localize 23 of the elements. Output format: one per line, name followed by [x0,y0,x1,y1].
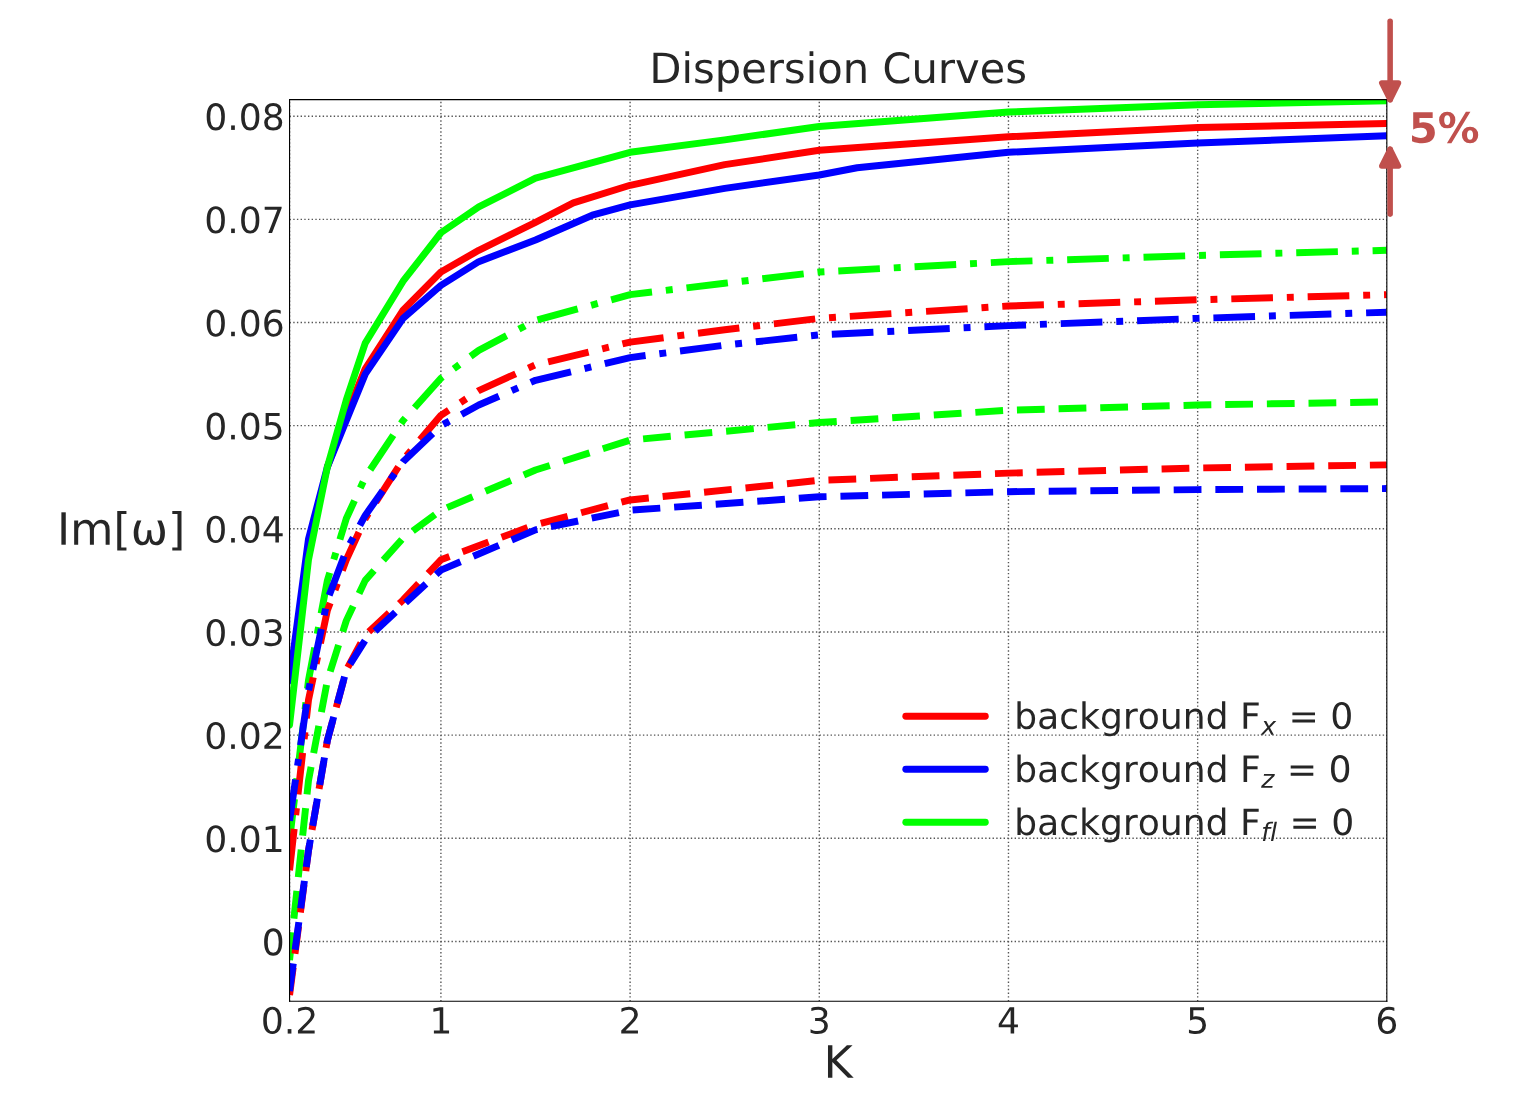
y-tick-label: 0.06 [206,309,283,337]
x-tick-label: 4 [998,1007,1018,1034]
y-tick-label: 0 [264,928,283,956]
x-tick-label: 5 [1188,1007,1206,1035]
y-tick-label: 0.07 [206,206,282,234]
x-tick-label: 3 [810,1006,828,1035]
y-tick-label: 0.03 [206,618,282,647]
x-tick-label: 6 [1377,1006,1397,1035]
x-axis-title: K [827,1045,854,1078]
legend-label: background F$_{x}$ = 0 [1017,701,1351,737]
y-tick-label: 0.01 [206,825,282,853]
text: 5% [1412,111,1479,144]
y-axis-title: Im[ω] [61,510,182,551]
legend-label: background F$_{fl}$ = 0 [1017,807,1352,843]
legend-label: background F$_{z}$ = 0 [1017,754,1350,790]
x-tick-label: 1 [433,1007,450,1034]
x-tick-label: 0.2 [263,1006,315,1035]
y-tick-label: 0.08 [206,103,283,131]
y-tick-label: 0.05 [206,412,282,440]
y-tick-label: 0.04 [206,515,283,544]
y-tick-label: 0.02 [206,722,282,750]
chart-title: Dispersion Curves [653,51,1025,92]
x-tick-label: 2 [621,1006,638,1034]
